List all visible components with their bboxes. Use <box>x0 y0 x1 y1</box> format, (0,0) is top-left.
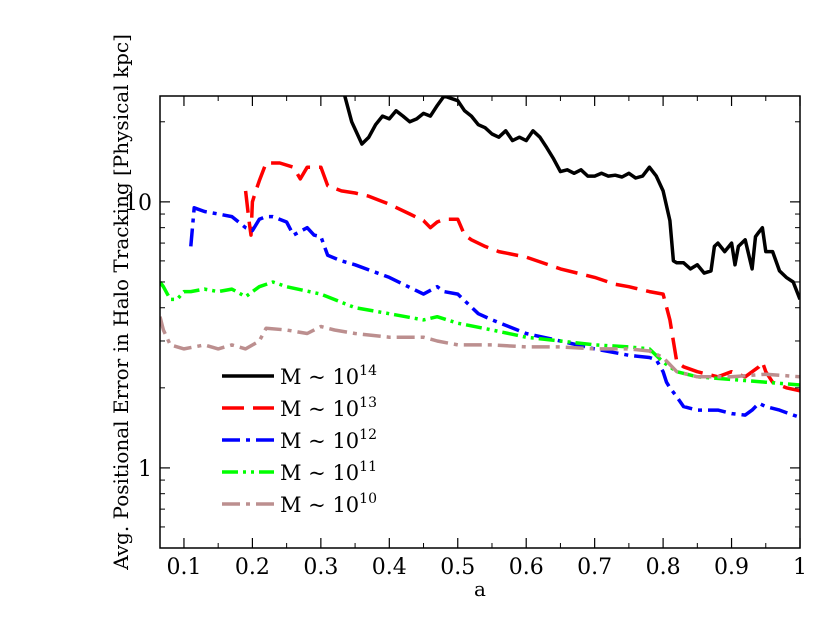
legend-label-base: M ~ 10 <box>280 461 359 485</box>
series-line-12 <box>189 206 800 419</box>
x-tick-label: 1 <box>793 555 807 580</box>
x-tick-label: 0.4 <box>372 555 407 580</box>
x-tick-label: 0.7 <box>577 555 612 580</box>
series-line-14 <box>343 96 800 301</box>
legend-label-exponent: 11 <box>359 459 377 475</box>
legend-label-base: M ~ 10 <box>280 429 359 453</box>
x-tick-label: 0.5 <box>440 555 475 580</box>
legend-label-base: M ~ 10 <box>280 397 359 421</box>
legend-label-exponent: 14 <box>359 363 377 379</box>
legend-label-exponent: 13 <box>359 395 377 411</box>
legend-label-base: M ~ 10 <box>280 365 359 389</box>
x-axis-label: a <box>474 577 486 601</box>
y-tick-label: 1 <box>138 457 152 482</box>
x-tick-label: 0.2 <box>235 555 270 580</box>
x-tick-label: 0.3 <box>303 555 338 580</box>
legend-label-exponent: 12 <box>359 427 377 443</box>
legend-label-base: M ~ 10 <box>280 493 359 517</box>
x-tick-label: 0.9 <box>714 555 749 580</box>
plot-frame <box>159 95 801 549</box>
x-tick-label: 0.1 <box>166 555 201 580</box>
plot-lines <box>160 96 800 419</box>
axis-ticks <box>160 96 801 549</box>
y-tick-label: 10 <box>124 191 152 216</box>
series-line-11 <box>160 280 800 387</box>
series-line-13 <box>243 161 800 393</box>
x-tick-label: 0.6 <box>509 555 544 580</box>
legend-label: M ~ 1013 <box>280 395 377 421</box>
legend-label: M ~ 1010 <box>280 491 377 517</box>
legend-label: M ~ 1011 <box>280 459 377 485</box>
x-tick-label: 0.8 <box>646 555 681 580</box>
legend-label: M ~ 1014 <box>280 363 377 389</box>
series-line-10 <box>160 316 800 379</box>
legend-label-exponent: 10 <box>359 491 377 507</box>
legend-label: M ~ 1012 <box>280 427 377 453</box>
y-axis-label: Avg. Positional Error in Halo Tracking [… <box>109 34 133 571</box>
